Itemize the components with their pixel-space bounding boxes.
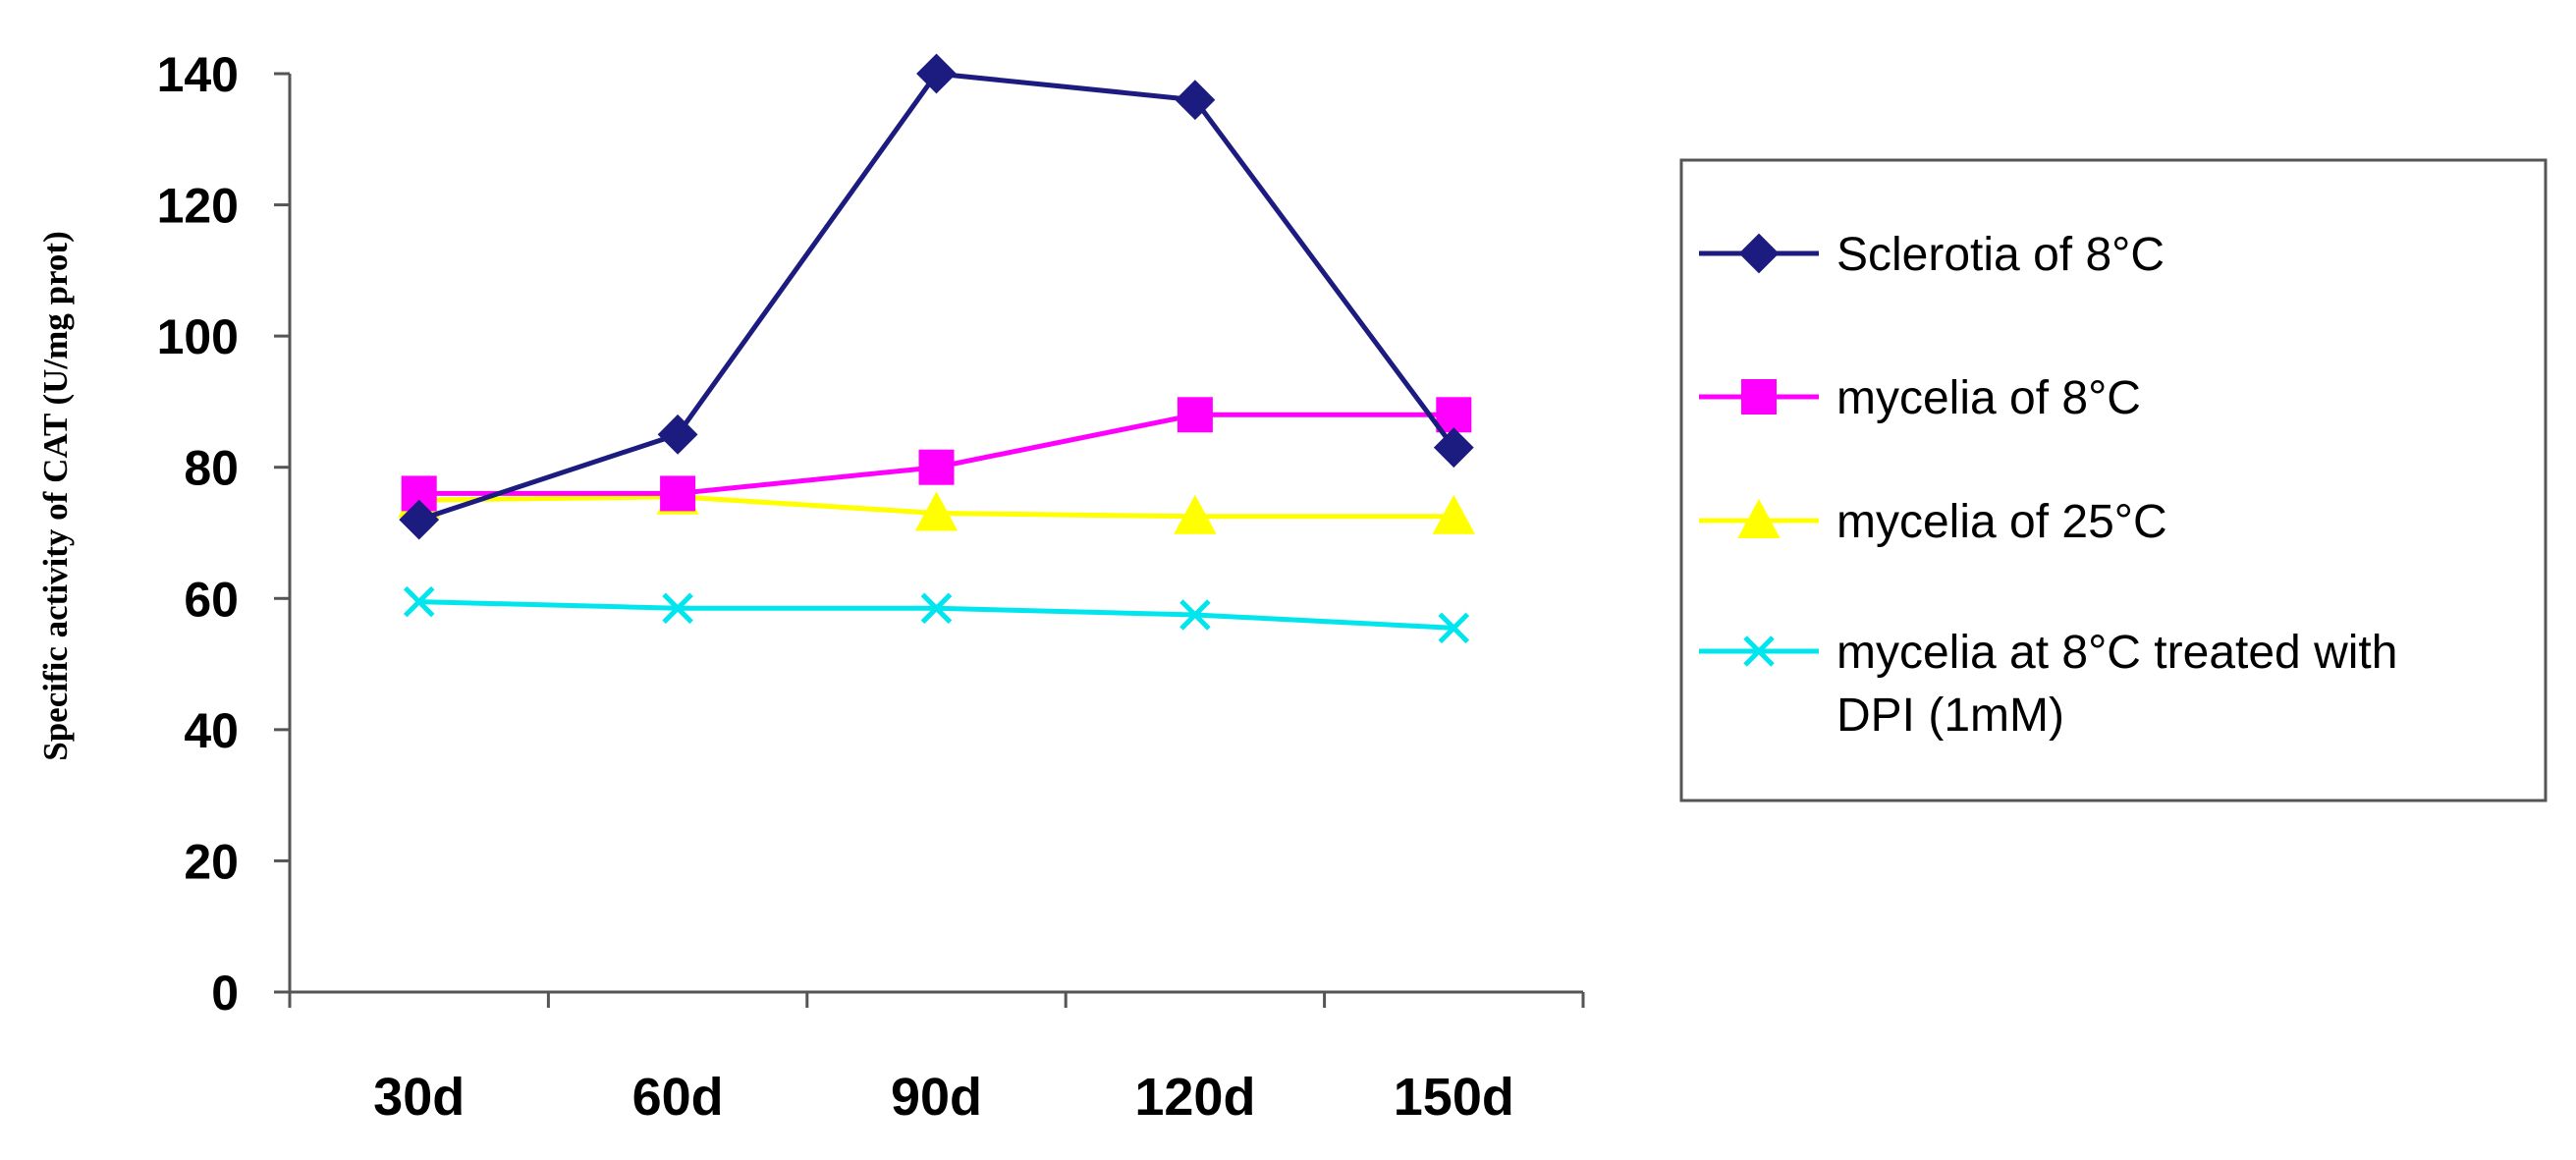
x-tick-label: 30d (373, 1068, 465, 1127)
data-point (1432, 494, 1475, 534)
data-point (660, 475, 696, 512)
y-tick-label: 60 (184, 572, 239, 627)
data-point (1438, 612, 1470, 644)
legend-marker (1743, 635, 1775, 667)
x-tick-labels: 30d 60d 90d 120d 150d (373, 1068, 1514, 1127)
data-point (1436, 397, 1472, 433)
legend-item: Sclerotia of 8°C (1699, 229, 2165, 281)
series-1 (399, 53, 1474, 540)
data-point (1177, 397, 1213, 433)
legend: Sclerotia of 8°C mycelia of 8°C mycelia of… (1679, 158, 2548, 802)
marker-stroke (1179, 599, 1211, 631)
data-point (920, 592, 953, 625)
legend-marker (1738, 233, 1780, 274)
x-tick-label: 60d (632, 1068, 724, 1127)
x-tick-label: 150d (1394, 1068, 1514, 1127)
series-layer (398, 53, 1475, 644)
marker-stroke (920, 592, 953, 625)
x-tick-label: 90d (891, 1068, 982, 1127)
legend-label: mycelia of 8°C (1836, 372, 2141, 424)
legend-item: mycelia at 8°C treated with DPI (1mM) (1699, 627, 2397, 742)
legend-item: mycelia of 25°C (1699, 496, 2167, 548)
legend-label: Sclerotia of 8°C (1836, 229, 2165, 281)
data-point (1174, 494, 1217, 534)
marker-stroke (1743, 635, 1775, 667)
x-tick-label: 120d (1134, 1068, 1255, 1127)
y-tick-label: 0 (211, 966, 239, 1021)
data-point (1175, 80, 1216, 121)
legend-box (1679, 158, 2548, 802)
y-tick-label: 40 (184, 703, 239, 758)
data-point (662, 592, 693, 625)
marker-stroke (1438, 612, 1470, 644)
data-point (918, 449, 955, 485)
series-4 (403, 585, 1470, 644)
legend-marker (1737, 498, 1781, 538)
y-tick-label: 80 (184, 441, 239, 496)
legend-label: mycelia at 8°C treated with DPI (1mM) (1836, 627, 2397, 742)
axes (274, 72, 1585, 1008)
y-tick-label: 140 (157, 47, 239, 102)
data-point (916, 53, 957, 94)
marker-stroke (403, 585, 435, 618)
legend-item: mycelia of 8°C (1699, 372, 2141, 424)
y-tick-label: 20 (184, 834, 239, 889)
data-point (657, 414, 698, 455)
legend-label: mycelia of 25°C (1836, 496, 2167, 548)
data-point (399, 499, 440, 540)
y-tick-label: 100 (157, 309, 239, 364)
y-axis-label: Specific activity of CAT (U/mg prot) (36, 231, 75, 761)
legend-label-line: mycelia at 8°C treated with (1836, 627, 2397, 679)
data-point (914, 491, 959, 531)
legend-marker (1741, 379, 1777, 414)
data-point (1179, 599, 1211, 631)
marker-stroke (662, 592, 693, 625)
legend-label-line: DPI (1mM) (1836, 690, 2064, 742)
y-tick-label: 120 (157, 179, 239, 234)
series-3 (398, 474, 1475, 534)
y-tick-labels: 0 20 40 60 80 100 120 140 (157, 47, 239, 1021)
data-point (1433, 427, 1474, 469)
data-point (403, 585, 435, 618)
